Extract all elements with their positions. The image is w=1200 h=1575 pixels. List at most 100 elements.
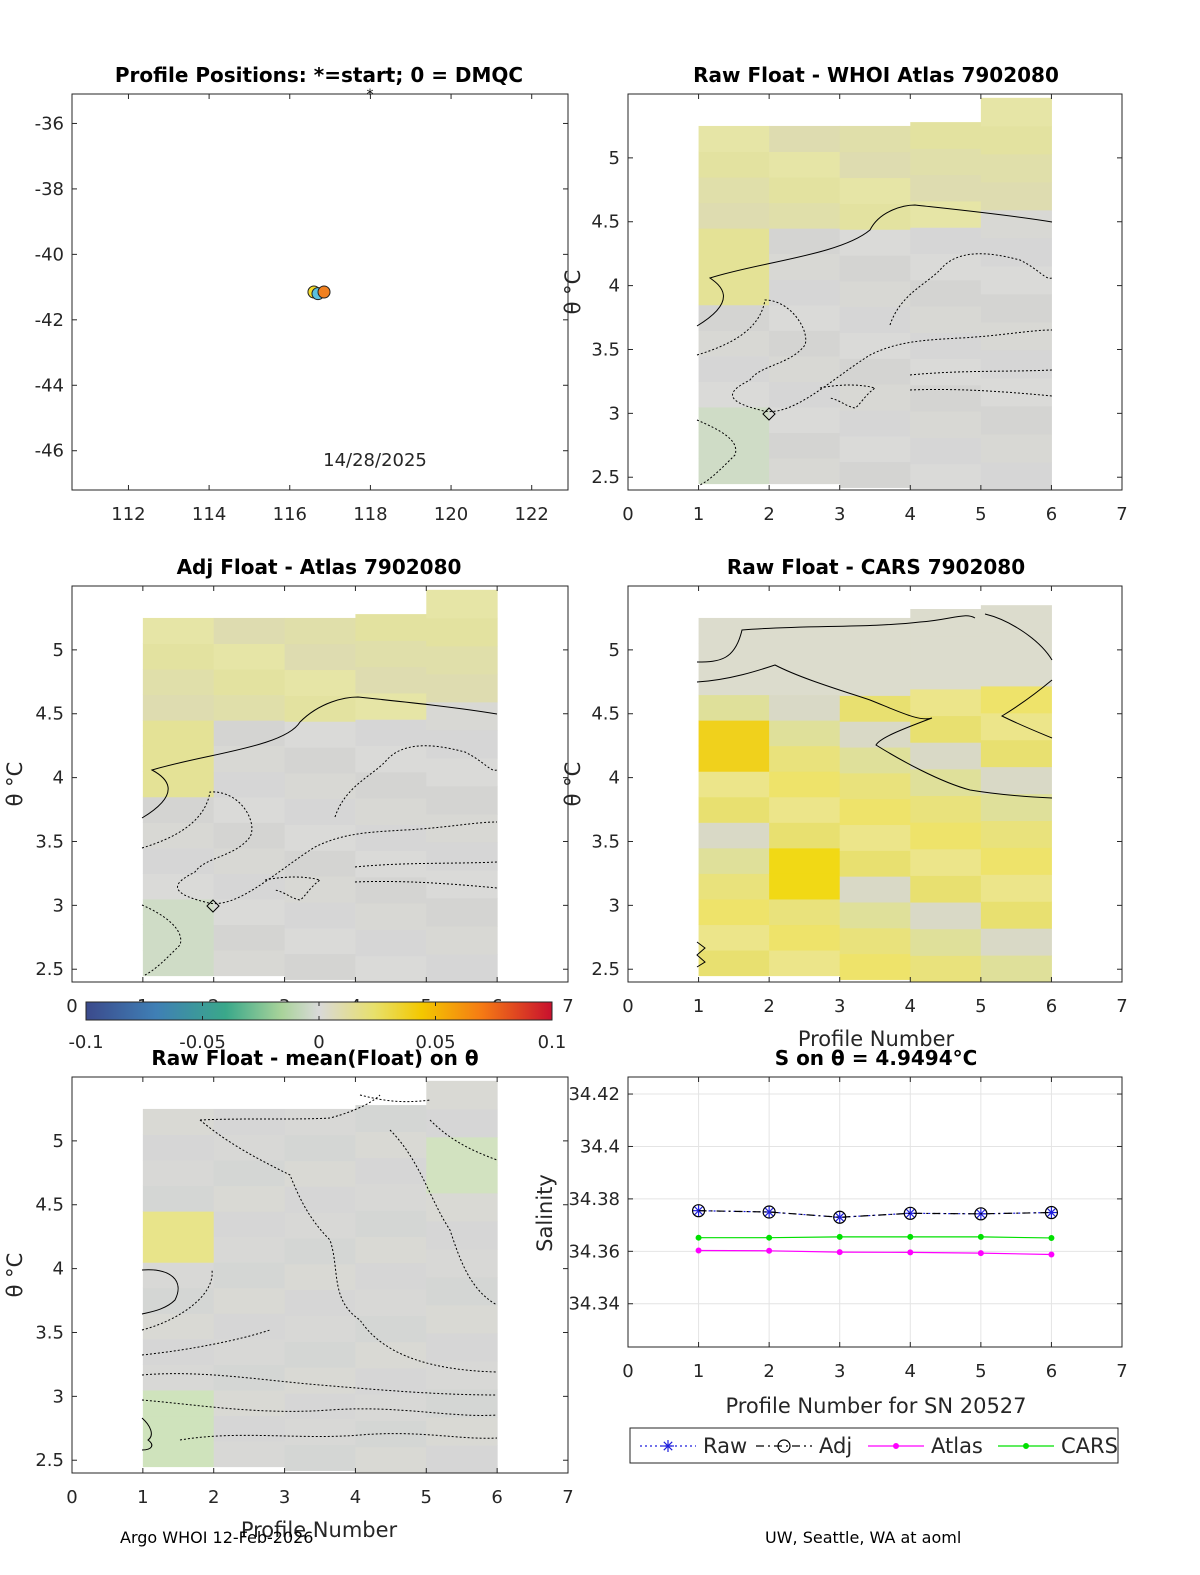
raw-cars-cell (839, 876, 911, 903)
raw-mean-cell (284, 1263, 356, 1291)
raw-whoi-cell (839, 280, 911, 308)
raw-whoi-axes (627, 93, 1123, 491)
adj-atlas-cell (426, 925, 498, 955)
raw-cars-cell (698, 694, 770, 721)
raw-cars-ytick-label: 5 (609, 640, 620, 661)
raw-cars-cell (769, 898, 841, 926)
salinity-axes (627, 1076, 1123, 1348)
adj-atlas-cell (284, 617, 356, 645)
raw-whoi-xtick-label: 1 (693, 504, 704, 525)
raw-whoi-cell (698, 381, 770, 408)
raw-mean-xtick-label: 2 (208, 1487, 219, 1508)
adj-atlas-axes (71, 585, 569, 983)
adj-atlas-contours (141, 696, 498, 976)
raw-whoi-cell (769, 381, 841, 408)
adj-atlas-cell (213, 950, 286, 977)
raw-mean-cell (426, 1080, 498, 1110)
salinity-ytick-label: 34.38 (568, 1189, 620, 1210)
raw-mean-cell (284, 1186, 356, 1213)
series-point-cars-dot (836, 1233, 843, 1240)
adj-atlas-xtick-label: 7 (562, 996, 573, 1017)
adj-atlas-cell (355, 771, 427, 799)
adj-atlas-cell (426, 813, 498, 843)
raw-cars-xtick-label: 4 (905, 996, 916, 1017)
raw-mean-xtick-label: 0 (66, 1487, 77, 1508)
raw-mean-cell (284, 1444, 356, 1471)
series-point-raw-star (905, 1208, 915, 1218)
raw-mean-cell (355, 1394, 427, 1421)
raw-whoi-cell (980, 209, 1052, 239)
series-point-atlas-dot (695, 1247, 702, 1254)
legend-label-adj: Adj (819, 1434, 852, 1458)
raw-whoi-cell (839, 332, 911, 359)
raw-cars-cell (910, 662, 982, 690)
adj-atlas-contour-dotted (141, 791, 498, 904)
adj-atlas-cell (355, 666, 427, 694)
raw-cars-cell (980, 739, 1052, 768)
raw-cars-contour-2 (696, 664, 1053, 799)
adj-atlas-cell (426, 869, 498, 899)
raw-cars-cell (839, 953, 911, 980)
raw-cars-contours (696, 613, 1053, 968)
raw-whoi-cell (769, 177, 841, 204)
colorbar-tick-label: 0.05 (415, 1032, 455, 1053)
raw-cars-contour-3 (984, 613, 1053, 739)
raw-whoi-contours (696, 204, 1053, 486)
raw-mean-cell (142, 1185, 215, 1212)
raw-whoi-cell (769, 279, 841, 306)
raw-cars-cell (839, 643, 911, 671)
raw-cars-contour-4 (696, 941, 706, 968)
adj-atlas-cell (284, 901, 356, 929)
raw-whoi-cell (910, 122, 982, 149)
raw-cars-ytick-label: 4 (609, 768, 620, 789)
raw-mean-cell (284, 1289, 356, 1317)
raw-whoi-cell (769, 406, 841, 434)
adj-atlas-cell (355, 903, 427, 930)
adj-atlas-xtick-label: 0 (66, 996, 77, 1017)
raw-whoi-cell (980, 377, 1052, 407)
series-point-cars-dot (907, 1233, 914, 1240)
raw-cars-cell (839, 901, 911, 929)
adj-atlas-contour-left (141, 904, 182, 976)
raw-mean-cell (426, 1220, 498, 1250)
raw-cars-ytick-label: 2.5 (591, 959, 620, 980)
raw-cars-cell (698, 822, 770, 849)
series-point-cars-dot (977, 1233, 984, 1240)
adj-atlas-cell (355, 614, 427, 641)
raw-mean-cell (355, 1289, 427, 1316)
adj-atlas-cell (213, 643, 286, 670)
raw-mean-cell (355, 1131, 427, 1159)
raw-cars-cell (769, 617, 841, 644)
raw-cars-cell (980, 766, 1052, 795)
adj-atlas-cell (284, 850, 356, 877)
raw-mean-cell (213, 1313, 286, 1340)
raw-cars-cell (839, 772, 911, 800)
adj-atlas-cell (213, 694, 286, 721)
raw-cars-xtick-label: 3 (834, 996, 845, 1017)
raw-mean-cell (284, 1418, 356, 1446)
adj-atlas-cell (284, 876, 356, 903)
positions-ytick-label: -44 (35, 375, 64, 396)
adj-atlas-cell (355, 798, 427, 825)
adj-atlas-cell (284, 772, 356, 800)
raw-whoi-cell (769, 253, 841, 280)
raw-cars-cell (839, 798, 911, 826)
raw-whoi-cell (769, 228, 841, 255)
raw-whoi-title: Raw Float - WHOI Atlas 7902080 (693, 63, 1059, 87)
raw-mean-cell (355, 1183, 427, 1211)
positions-xtick-label: 122 (515, 504, 549, 525)
raw-cars-axes (627, 585, 1123, 983)
raw-mean-ticks: 0 1 2 3 4 5 6 7 2.5 3 3.5 4 4.5 5 (35, 1077, 574, 1508)
adj-atlas-cell (355, 929, 427, 957)
raw-whoi-cell (839, 255, 911, 282)
salinity-series (691, 1204, 1059, 1258)
panel-raw-cars: Raw Float - CARS 7902080 0 1 2 3 4 5 6 7 2.5 3 3.5… (561, 555, 1128, 1051)
series-point-atlas-dot (766, 1247, 773, 1254)
raw-cars-cell (910, 795, 982, 823)
colorbar-tick-label: -0.05 (179, 1032, 226, 1053)
raw-mean-xtick-label: 7 (562, 1487, 573, 1508)
raw-whoi-cell (980, 181, 1052, 211)
salinity-ytick-label: 34.42 (568, 1084, 620, 1105)
raw-cars-cell (980, 658, 1052, 687)
raw-mean-cell (213, 1185, 286, 1212)
